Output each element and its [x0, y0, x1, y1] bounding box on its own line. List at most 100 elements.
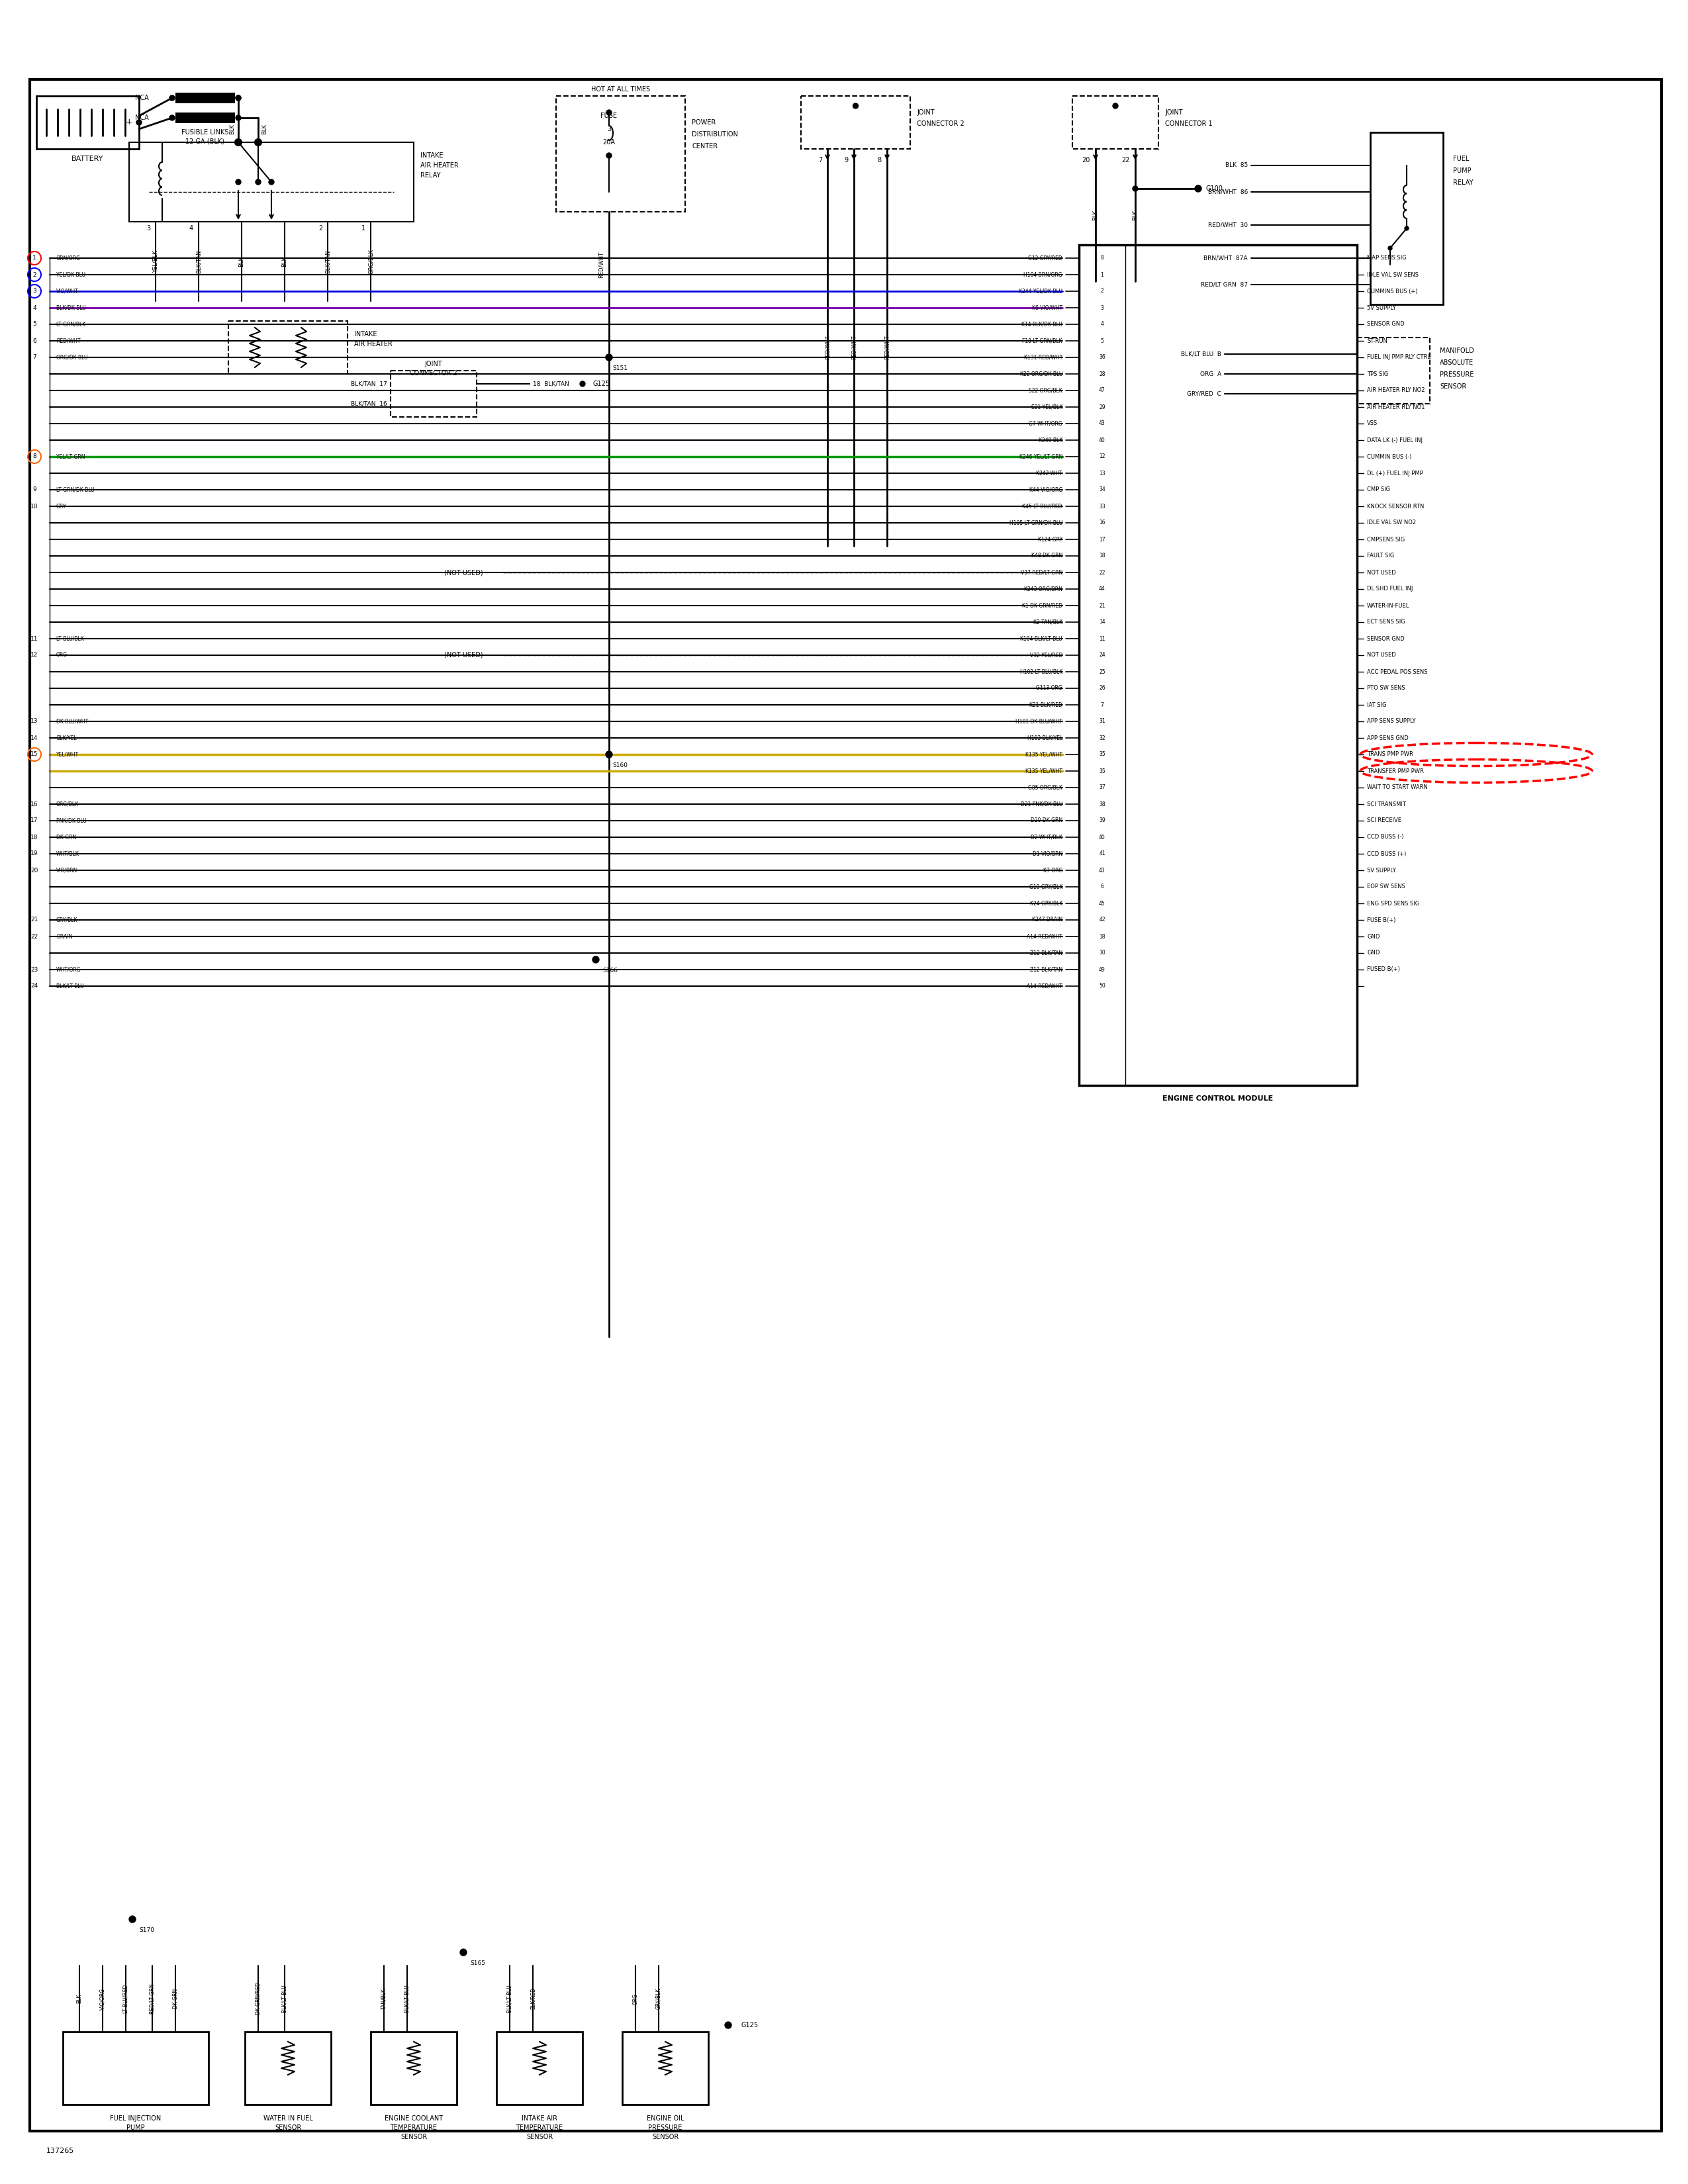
Bar [62, 2031, 209, 2105]
Text: K1 DK GRN/RED: K1 DK GRN/RED [1021, 603, 1062, 609]
Text: 29: 29 [1099, 404, 1106, 411]
Text: RELAY: RELAY [1453, 179, 1474, 186]
Text: G125: G125 [741, 2022, 758, 2029]
Text: BLK: BLK [238, 256, 245, 266]
Text: INTAKE: INTAKE [354, 332, 376, 339]
Text: SENSOR GND: SENSOR GND [1367, 636, 1404, 642]
Text: TRANSFER PMP PWR: TRANSFER PMP PWR [1367, 769, 1423, 773]
Text: G113 ORG: G113 ORG [1036, 686, 1062, 692]
Text: INTAKE: INTAKE [420, 153, 444, 159]
Circle shape [581, 382, 586, 387]
Text: CONNECTOR 2: CONNECTOR 2 [410, 369, 457, 376]
Text: ACC PEDAL POS SENS: ACC PEDAL POS SENS [1367, 668, 1428, 675]
Text: 28: 28 [1099, 371, 1106, 378]
Circle shape [137, 120, 142, 124]
Text: G12 GRY/RED: G12 GRY/RED [1028, 256, 1062, 262]
Text: SCI RECEIVE: SCI RECEIVE [1367, 817, 1401, 823]
Text: PUMP: PUMP [127, 2125, 145, 2132]
Text: 3: 3 [32, 288, 37, 295]
Text: FUSIBLE LINKS: FUSIBLE LINKS [182, 129, 230, 135]
Text: ORG/BLK: ORG/BLK [56, 802, 79, 808]
Text: ORG: ORG [56, 653, 68, 657]
Circle shape [255, 140, 262, 146]
Bar [176, 114, 235, 122]
Text: APP SENS SUPPLY: APP SENS SUPPLY [1367, 719, 1416, 725]
Text: H104 BRN/ORG: H104 BRN/ORG [1023, 271, 1062, 277]
Text: APP SENS GND: APP SENS GND [1367, 736, 1408, 740]
Text: 5: 5 [32, 321, 37, 328]
Bar [802, 96, 910, 149]
Text: K243 ORG/BRN: K243 ORG/BRN [1025, 585, 1062, 592]
Text: 137265: 137265 [46, 2147, 74, 2153]
Text: NOT USED: NOT USED [1367, 653, 1396, 657]
Text: 47: 47 [1099, 387, 1106, 393]
Text: GRY: GRY [56, 502, 66, 509]
Text: (NOT USED): (NOT USED) [444, 651, 483, 660]
Bar [496, 2031, 582, 2105]
Text: G125: G125 [592, 380, 609, 387]
Text: VSS: VSS [1367, 422, 1377, 426]
Text: K244 YEL/DK BLU: K244 YEL/DK BLU [1020, 288, 1062, 295]
Text: K2 TAN/BLK: K2 TAN/BLK [1033, 618, 1062, 625]
Text: 22: 22 [30, 933, 39, 939]
Text: CONNECTOR 2: CONNECTOR 2 [917, 120, 964, 127]
Text: S21 YEL/BLK: S21 YEL/BLK [1031, 404, 1062, 411]
Text: TPS SIG: TPS SIG [1367, 371, 1388, 378]
Text: BLK/LT BLU: BLK/LT BLU [506, 1985, 513, 2011]
Text: ENGINE CONTROL MODULE: ENGINE CONTROL MODULE [1163, 1096, 1273, 1103]
Text: K246 YEL/LT GRN: K246 YEL/LT GRN [1020, 454, 1062, 459]
Circle shape [1112, 103, 1117, 109]
Text: PTO SW SENS: PTO SW SENS [1367, 686, 1404, 692]
Bar [245, 2031, 331, 2105]
Text: D20 DK GRN: D20 DK GRN [1031, 817, 1062, 823]
Circle shape [592, 957, 599, 963]
Bar [555, 96, 685, 212]
Text: K247 DRAIN: K247 DRAIN [1031, 917, 1062, 924]
Text: 3: 3 [1101, 306, 1104, 310]
Text: 43: 43 [1099, 867, 1106, 874]
Text: 36: 36 [1099, 354, 1106, 360]
Text: G85 ORG/BLK: G85 ORG/BLK [1028, 784, 1062, 791]
Text: 35: 35 [1099, 769, 1106, 773]
Text: 11: 11 [30, 636, 39, 642]
Text: 18: 18 [1099, 553, 1106, 559]
Text: NOT USED: NOT USED [1367, 570, 1396, 574]
Text: V37 RED/LT GRN: V37 RED/LT GRN [1021, 570, 1062, 574]
Text: Z12 BLK/TAN: Z12 BLK/TAN [1030, 950, 1062, 957]
Text: 24: 24 [30, 983, 39, 989]
Text: LT BLU/BLK: LT BLU/BLK [56, 636, 84, 642]
Circle shape [606, 354, 613, 360]
Text: YEL/WHT: YEL/WHT [56, 751, 79, 758]
Text: 50: 50 [1099, 983, 1106, 989]
Text: BLK/TAN: BLK/TAN [324, 249, 331, 273]
Text: LT GRN/DK BLU: LT GRN/DK BLU [56, 487, 95, 494]
Text: PNK/DK BLU: PNK/DK BLU [56, 817, 86, 823]
Text: V32 YEL/RED: V32 YEL/RED [1030, 653, 1062, 657]
Circle shape [236, 96, 241, 100]
Text: 42: 42 [1099, 917, 1106, 924]
Circle shape [235, 140, 241, 146]
Text: D1 VIO/BRN: D1 VIO/BRN [1033, 852, 1062, 856]
Text: 22: 22 [1123, 157, 1129, 164]
Text: AIR HEATER RLY NO2: AIR HEATER RLY NO2 [1367, 387, 1425, 393]
Text: WATER-IN-FUEL: WATER-IN-FUEL [1367, 603, 1409, 609]
Text: CCD BUSS (-): CCD BUSS (-) [1367, 834, 1404, 841]
Text: 40: 40 [1099, 834, 1106, 841]
Text: 4: 4 [32, 306, 35, 310]
Text: DK BLU/WHT: DK BLU/WHT [56, 719, 88, 725]
Bar [1079, 245, 1357, 1085]
Text: G10 GRY/BLK: G10 GRY/BLK [1030, 885, 1062, 889]
Circle shape [724, 2022, 731, 2029]
Text: RED/WHT: RED/WHT [824, 336, 830, 360]
Bar [228, 321, 348, 373]
Text: SENSOR: SENSOR [275, 2125, 300, 2132]
Text: WAIT TO START WARN: WAIT TO START WARN [1367, 784, 1428, 791]
Text: YEL/DK BLU: YEL/DK BLU [56, 271, 86, 277]
Text: 39: 39 [1099, 817, 1106, 823]
Text: S22 ORG/BLK: S22 ORG/BLK [1030, 387, 1062, 393]
Text: JOINT: JOINT [917, 109, 935, 116]
Text: 35: 35 [1099, 751, 1106, 758]
Bar [390, 371, 476, 417]
Circle shape [236, 116, 241, 120]
Text: WATER IN FUEL: WATER IN FUEL [263, 2114, 312, 2123]
